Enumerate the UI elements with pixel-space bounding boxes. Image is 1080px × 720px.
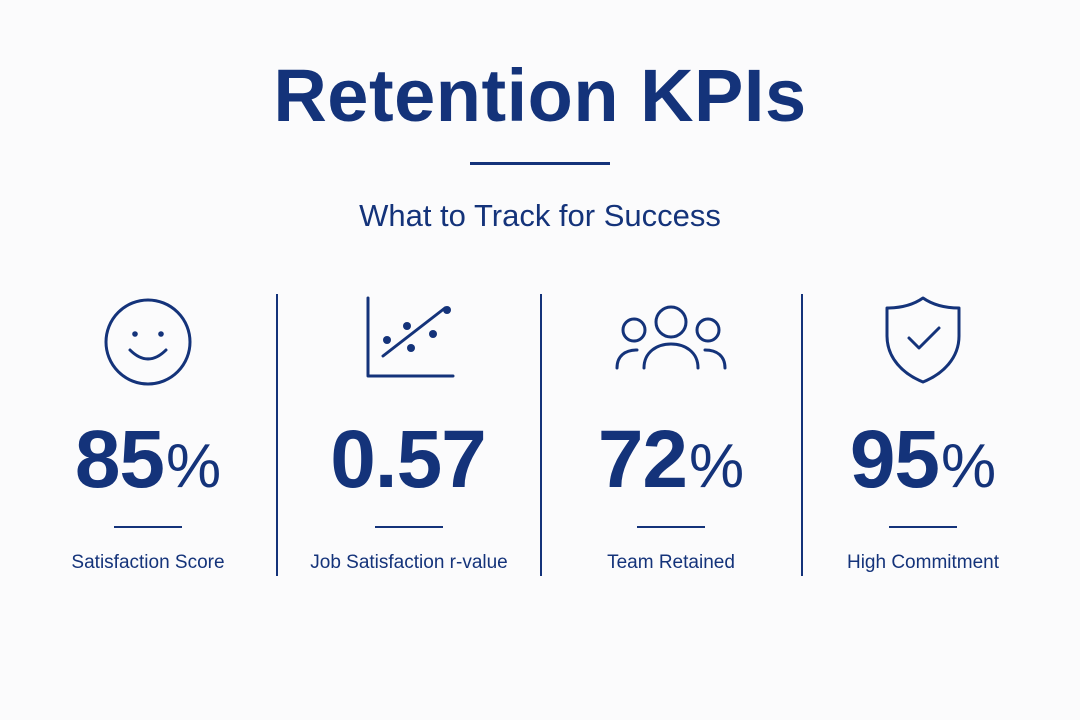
shield-check-icon [793,294,1053,390]
kpi-underline [114,526,182,528]
kpi-satisfaction-score: 85% Satisfaction Score [18,294,278,594]
kpi-underline [637,526,705,528]
kpi-underline [889,526,957,528]
kpi-team-retained: 72% Team Retained [541,294,801,594]
column-divider [276,294,278,576]
page-subtitle: What to Track for Success [359,198,721,233]
kpi-label: Job Satisfaction r-value [310,552,508,573]
kpi-value: 0.57 [330,414,487,505]
kpi-job-satisfaction-r-value: 0.57 Job Satisfaction r-value [279,294,539,594]
title-underline [470,162,610,165]
kpi-value: 85% [74,414,222,505]
smiley-face-icon [18,294,278,390]
kpi-value: 72% [597,414,745,505]
column-divider [540,294,542,576]
kpi-value: 95% [849,414,997,505]
scatter-trend-icon [279,294,539,390]
team-group-icon [541,294,801,390]
kpi-label: Satisfaction Score [71,552,225,573]
kpi-label: Team Retained [607,552,735,573]
kpi-label: High Commitment [846,552,1000,573]
kpi-underline [375,526,443,528]
page-title: Retention KPIs [273,54,807,137]
column-divider [801,294,803,576]
kpi-high-commitment: 95% High Commitment [793,294,1053,594]
